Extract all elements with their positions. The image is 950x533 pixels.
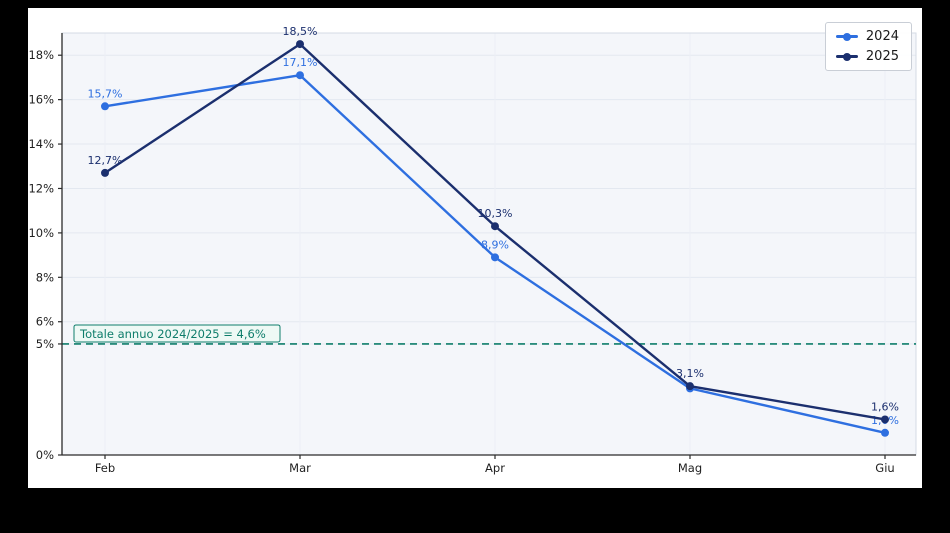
data-point-2025: [491, 222, 499, 231]
point-label-2025: 10,3%: [478, 207, 513, 220]
legend-line-marker: [835, 32, 858, 41]
annotation-text: Totale annuo 2024/2025 = 4,6%: [79, 327, 266, 341]
data-point-2025: [686, 382, 694, 391]
legend-dot-marker: [842, 32, 851, 41]
y-tick-label: 12%: [28, 181, 54, 195]
point-label-2025: 3,1%: [676, 367, 704, 380]
x-tick-label: Feb: [95, 461, 115, 475]
x-tick-label: Apr: [485, 461, 505, 475]
point-label-2024: 17,1%: [283, 56, 318, 69]
data-point-2025: [881, 415, 889, 424]
data-point-2025: [101, 168, 109, 177]
point-label-2025: 18,5%: [283, 25, 318, 38]
y-tick-label: 0%: [36, 448, 54, 462]
y-tick-label: 5%: [36, 337, 54, 351]
data-point-2024: [296, 71, 304, 80]
y-tick-label: 18%: [28, 48, 54, 62]
x-tick-label: Mar: [289, 461, 311, 475]
annotation-box: [73, 324, 281, 343]
chart-legend: 2024 2025: [824, 22, 912, 71]
data-point-2024: [101, 102, 109, 111]
point-label-2025: 12,7%: [88, 154, 123, 167]
legend-item-2024: 2024: [835, 29, 899, 44]
chart-panel: Totale annuo 2024/2025 = 4,6% 15,7% 17,1% 8…: [28, 8, 922, 488]
y-tick-label: 16%: [28, 93, 54, 107]
data-point-2024: [491, 253, 499, 262]
x-tick-label: Giu: [875, 461, 894, 475]
point-label-2024: 8,9%: [481, 238, 509, 251]
x-tick-label: Mag: [678, 461, 702, 475]
y-tick-label: 8%: [36, 270, 54, 284]
legend-line-marker: [835, 52, 858, 61]
point-label-2024: 15,7%: [88, 87, 123, 100]
data-point-2024: [881, 428, 889, 437]
y-tick-label: 14%: [28, 137, 54, 151]
y-tick-label: 6%: [36, 315, 54, 329]
legend-label: 2024: [865, 29, 899, 44]
legend-dot-marker: [842, 52, 851, 61]
point-label-2025: 1,6%: [871, 400, 899, 413]
legend-label: 2025: [865, 49, 899, 64]
legend-item-2025: 2025: [835, 49, 899, 64]
line-chart: Totale annuo 2024/2025 = 4,6% 15,7% 17,1% 8…: [28, 25, 917, 475]
plot-background: [62, 33, 916, 455]
data-point-2025: [296, 40, 304, 49]
y-tick-label: 10%: [28, 226, 54, 240]
